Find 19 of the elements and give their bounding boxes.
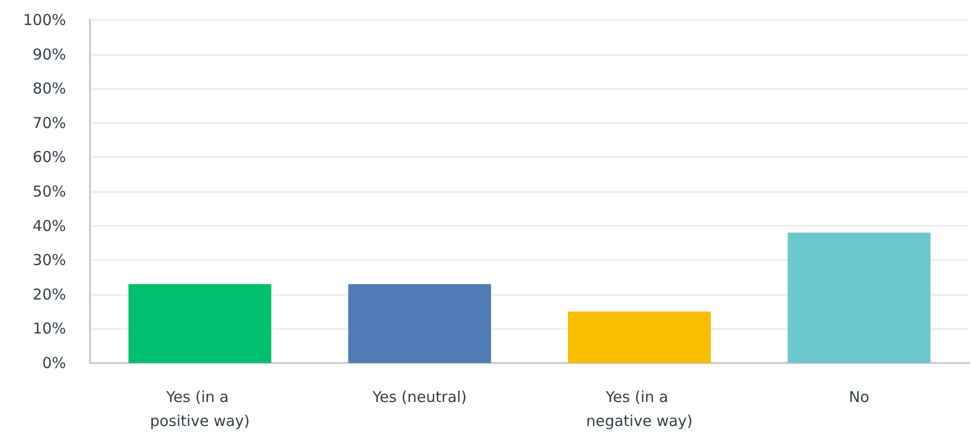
x-tick-label: No (848, 388, 870, 406)
x-tick-label: Yes (neutral) (371, 388, 467, 406)
y-tick-label: 60% (32, 148, 66, 166)
y-tick-label: 50% (32, 182, 66, 200)
bar (788, 232, 931, 363)
y-tick-label: 100% (23, 11, 66, 29)
bar (128, 284, 272, 363)
y-tick-label: 90% (32, 45, 66, 64)
y-tick-label: 0% (42, 354, 66, 372)
y-tick-label: 30% (32, 251, 66, 270)
bar (348, 284, 492, 363)
y-tick-label: 10% (32, 320, 66, 338)
x-tick-label: Yes (in a negative way) (586, 388, 693, 430)
y-tick-label: 80% (32, 80, 66, 98)
x-tick-label: Yes (in a positive way) (150, 388, 250, 430)
y-tick-label: 20% (32, 285, 66, 304)
y-tick-label: 70% (32, 114, 66, 132)
bar (568, 312, 711, 363)
y-tick-label: 40% (32, 216, 66, 235)
